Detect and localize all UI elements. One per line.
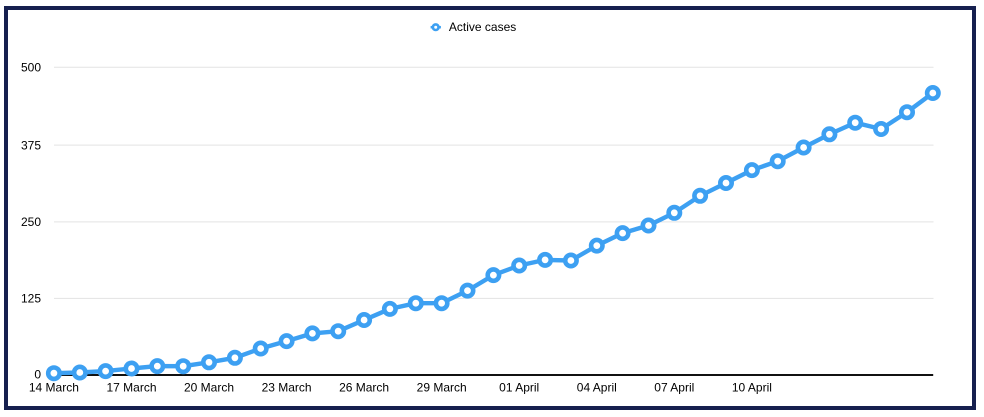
svg-text:125: 125 xyxy=(21,292,41,306)
svg-text:29 March: 29 March xyxy=(417,381,467,395)
svg-text:01 April: 01 April xyxy=(499,381,539,395)
svg-text:17 March: 17 March xyxy=(106,381,156,395)
svg-text:07 April: 07 April xyxy=(654,381,694,395)
svg-text:23 March: 23 March xyxy=(262,381,312,395)
svg-text:375: 375 xyxy=(21,138,41,152)
svg-text:Active cases: Active cases xyxy=(449,20,516,34)
svg-text:04 April: 04 April xyxy=(577,381,617,395)
svg-text:20 March: 20 March xyxy=(184,381,234,395)
svg-text:250: 250 xyxy=(21,215,41,229)
svg-text:14 March: 14 March xyxy=(29,381,79,395)
svg-text:500: 500 xyxy=(21,61,41,75)
svg-text:0: 0 xyxy=(34,368,41,382)
svg-text:10 April: 10 April xyxy=(732,381,772,395)
svg-text:26 March: 26 March xyxy=(339,381,389,395)
